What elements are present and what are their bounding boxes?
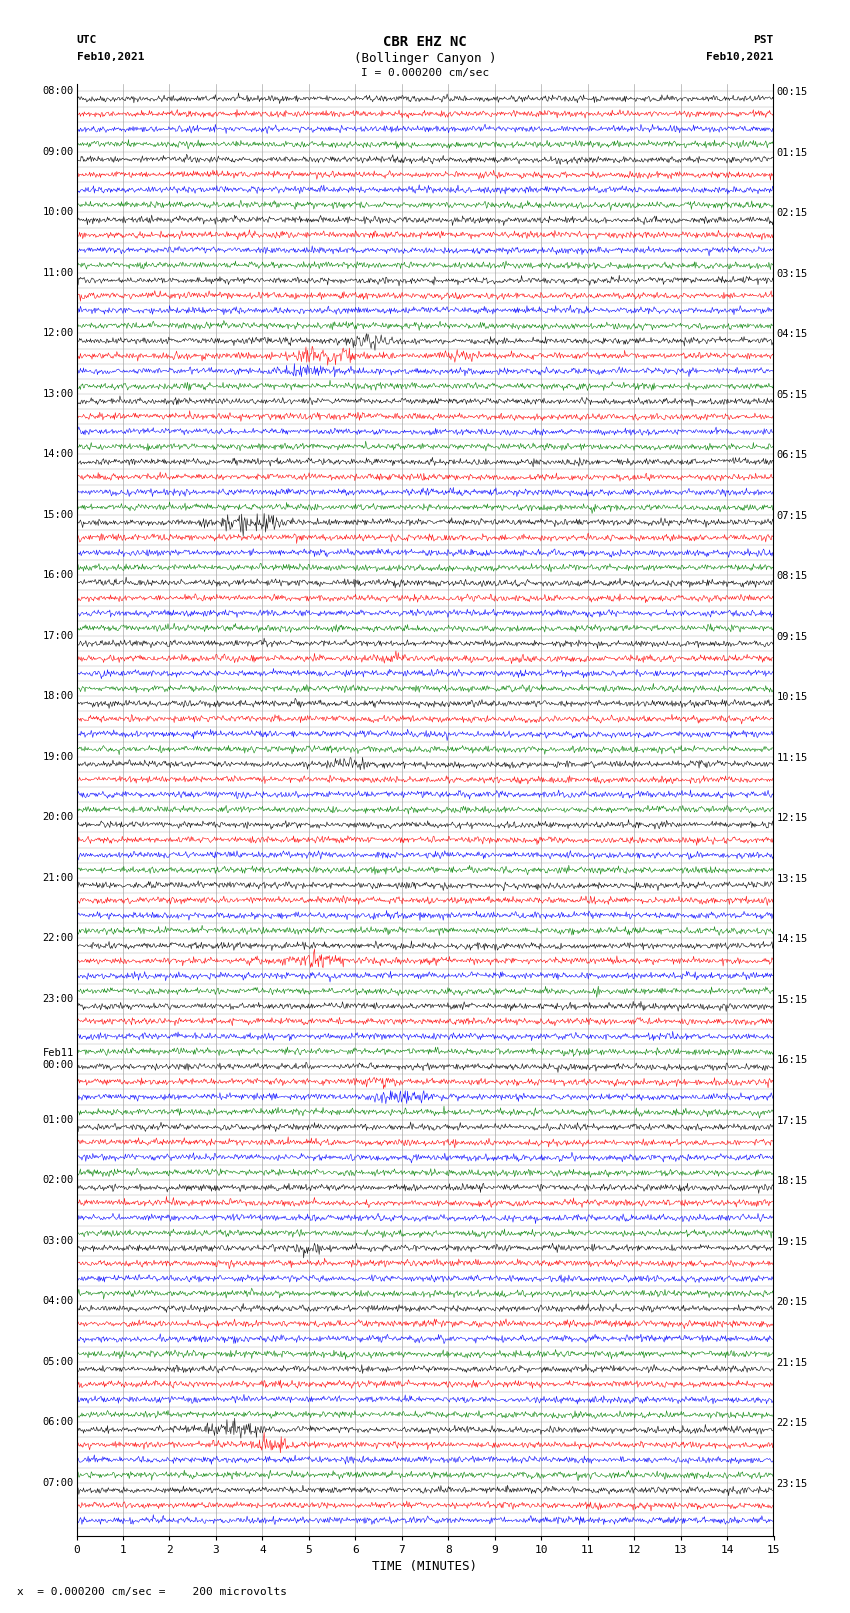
- Text: UTC: UTC: [76, 35, 97, 45]
- Text: x  = 0.000200 cm/sec =    200 microvolts: x = 0.000200 cm/sec = 200 microvolts: [17, 1587, 287, 1597]
- Text: Feb10,2021: Feb10,2021: [706, 52, 774, 61]
- Text: PST: PST: [753, 35, 774, 45]
- Text: (Bollinger Canyon ): (Bollinger Canyon ): [354, 52, 496, 65]
- X-axis label: TIME (MINUTES): TIME (MINUTES): [372, 1560, 478, 1573]
- Text: I = 0.000200 cm/sec: I = 0.000200 cm/sec: [361, 68, 489, 77]
- Text: CBR EHZ NC: CBR EHZ NC: [383, 35, 467, 50]
- Text: Feb10,2021: Feb10,2021: [76, 52, 144, 61]
